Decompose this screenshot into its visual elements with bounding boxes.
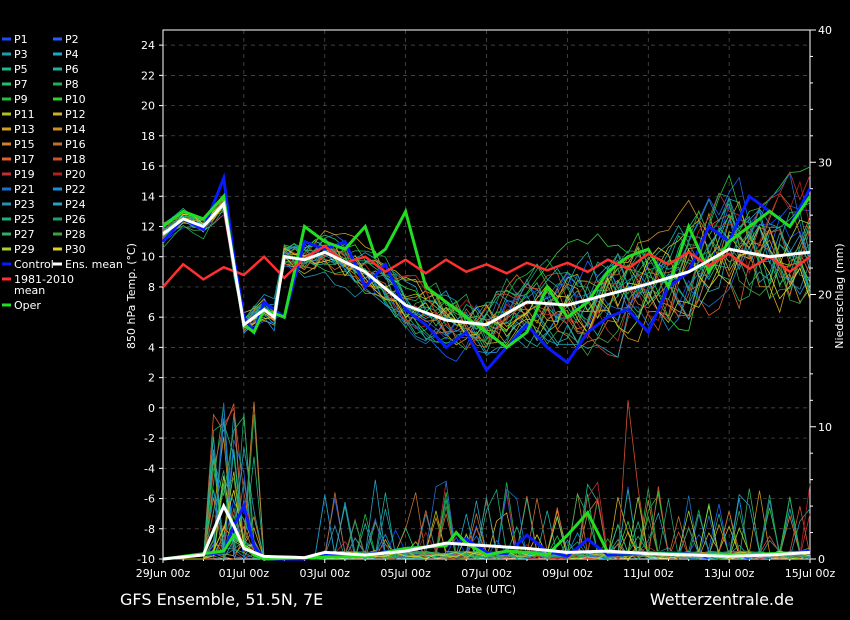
legend-label: P29: [14, 243, 35, 256]
y-tick-label: 12: [141, 220, 155, 233]
legend-label: P16: [65, 138, 86, 151]
legend-label: P21: [14, 183, 35, 196]
legend-label: P7: [14, 78, 28, 91]
series-control-temp: [161, 172, 812, 373]
footer-source: GFS Ensemble, 51.5N, 7E: [120, 590, 323, 609]
legend-label: P9: [14, 93, 28, 106]
legend-label: P25: [14, 213, 35, 226]
x-tick-label: 13Jul 00z: [704, 567, 755, 580]
y-tick-label: 22: [141, 69, 155, 82]
legend-label: P23: [14, 198, 35, 211]
y-tick-label: -6: [144, 493, 155, 506]
y2-tick-label: 30: [818, 156, 832, 169]
y-tick-label: 6: [148, 311, 155, 324]
legend-label: P6: [65, 63, 79, 76]
y-tick-label: 8: [148, 281, 155, 294]
x-axis-label: Date (UTC): [456, 583, 516, 596]
member-temp-line: [162, 203, 811, 346]
member-temp-line: [162, 205, 811, 337]
y-tick-label: -4: [144, 462, 155, 475]
legend-label: P11: [14, 108, 35, 121]
legend-label: P4: [65, 48, 79, 61]
x-tick-label: 07Jul 00z: [461, 567, 512, 580]
legend-label: P3: [14, 48, 28, 61]
y-tick-label: -10: [137, 553, 155, 566]
member-temp-line: [162, 198, 811, 325]
x-tick-label: 11Jul 00z: [623, 567, 674, 580]
legend-label: P13: [14, 123, 35, 136]
member-temp-line: [162, 200, 811, 354]
y2-tick-label: 0: [818, 553, 825, 566]
legend-label: P22: [65, 183, 86, 196]
legend-label: P14: [65, 123, 86, 136]
y-tick-label: 10: [141, 251, 155, 264]
y2-tick-label: 10: [818, 421, 832, 434]
y2-axis-label: Niederschlag (mm): [833, 243, 846, 348]
y-tick-label: 18: [141, 130, 155, 143]
legend-label: 1981-2010: [14, 273, 74, 286]
x-tick-label: 05Jul 00z: [380, 567, 431, 580]
x-tick-label: 01Jul 00z: [219, 567, 270, 580]
legend-label: Ens. mean: [65, 258, 123, 271]
legend-label: P20: [65, 168, 86, 181]
footer-site: Wetterzentrale.de: [650, 590, 794, 609]
series-1981-2010-mean-temp: [162, 244, 811, 288]
x-tick-label: 15Jul 00z: [785, 567, 836, 580]
y2-tick-label: 40: [818, 24, 832, 37]
y-tick-label: 4: [148, 341, 155, 354]
legend-label: Oper: [14, 299, 41, 312]
series-ens-mean-temp: [162, 200, 811, 328]
legend: P1 P2 P3 P4 P5 P6 P7 P8 P9 P10 P11 P12 P13 P14 P15 P16 P…: [2, 33, 123, 312]
legend-label: mean: [14, 284, 45, 297]
legend-label: P17: [14, 153, 35, 166]
y-tick-label: 16: [141, 160, 155, 173]
y-tick-label: -8: [144, 523, 155, 536]
legend-label: P15: [14, 138, 35, 151]
legend-label: P18: [65, 153, 86, 166]
grid: [162, 30, 811, 560]
y-axis-label: 850 hPa Temp. (°C): [125, 243, 138, 349]
series-ens-mean-precip: [162, 502, 811, 561]
y-tick-label: 0: [148, 402, 155, 415]
legend-label: P2: [65, 33, 79, 46]
legend-label: P19: [14, 168, 35, 181]
x-tick-label: 03Jul 00z: [299, 567, 350, 580]
legend-label: P12: [65, 108, 86, 121]
x-tick-label: 09Jul 00z: [542, 567, 593, 580]
legend-label: P26: [65, 213, 86, 226]
y-tick-label: 20: [141, 100, 155, 113]
chart-title: Düsseldorf 40468 (DE) 850 hPa Temp. & Ni…: [112, 3, 756, 22]
axes: 242220181614121086420-2-4-6-8-1040302010…: [136, 24, 836, 580]
legend-label: P5: [14, 63, 28, 76]
y-tick-label: 24: [141, 39, 155, 52]
legend-label: P27: [14, 228, 35, 241]
y-tick-label: -2: [144, 432, 155, 445]
series-oper-temp: [162, 192, 812, 350]
legend-label: P10: [65, 93, 86, 106]
legend-label: P30: [65, 243, 86, 256]
legend-label: P28: [65, 228, 86, 241]
legend-label: P8: [65, 78, 79, 91]
y2-tick-label: 20: [818, 289, 832, 302]
series-lines: [161, 166, 812, 561]
y-tick-label: 14: [141, 190, 155, 203]
legend-label: P1: [14, 33, 28, 46]
legend-label: P24: [65, 198, 86, 211]
y-tick-label: 2: [148, 372, 155, 385]
legend-label: Control: [14, 258, 54, 271]
x-tick-label: 29Jun 00z: [136, 567, 191, 580]
